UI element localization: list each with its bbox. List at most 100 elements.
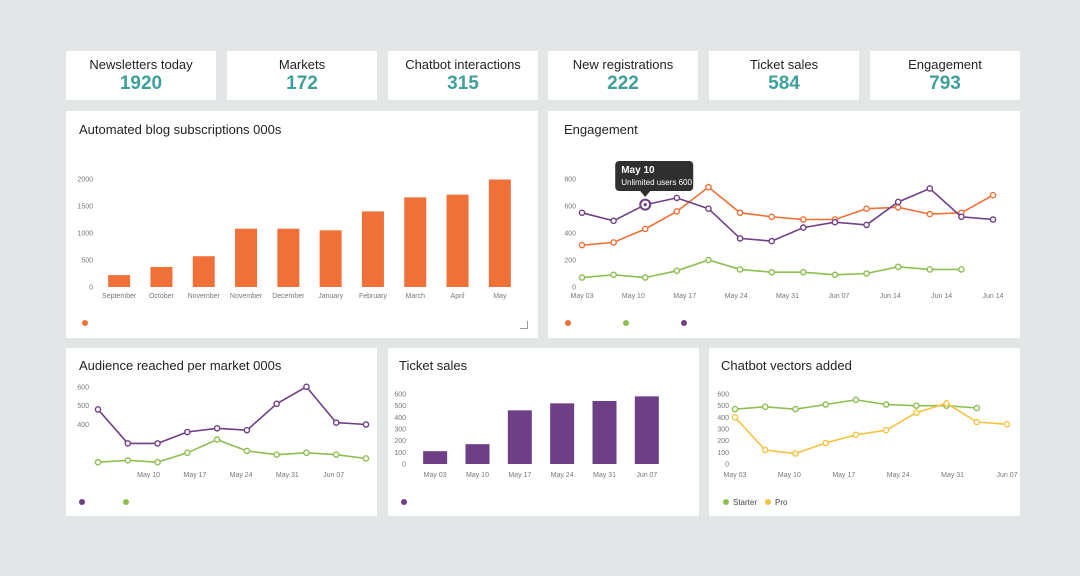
series-point (863, 221, 870, 229)
bar (550, 403, 575, 464)
series-point (303, 449, 310, 457)
y-tick-label: 600 (717, 392, 729, 399)
chart-title: Chatbot vectors added (721, 358, 852, 373)
x-tick-label: May 03 (571, 293, 594, 300)
series-point (831, 271, 839, 279)
kpi-label: Engagement (908, 57, 982, 72)
series-point (578, 274, 586, 281)
x-tick-label: May 10 (778, 472, 801, 479)
series-point (610, 239, 617, 246)
bar (446, 194, 469, 287)
kpi-label: Newsletters today (89, 57, 193, 72)
ticket-sales-chart: 0 100 200 300 400 500 600 May 03 May 10 May 17 May… (394, 392, 659, 505)
panel-chatbot-vectors: Chatbot vectors added 0 100 200 300 400 500 60… (709, 348, 1020, 516)
series-line (97, 385, 367, 445)
x-tick-label: April (451, 293, 465, 300)
x-tick-label: May (493, 293, 507, 300)
series-point (705, 256, 712, 264)
y-tick-label: 200 (564, 258, 576, 265)
y-tick-label: 500 (394, 403, 406, 410)
series-point (882, 426, 890, 434)
series-point (761, 446, 769, 454)
x-tick-label: Jun 07 (996, 472, 1017, 479)
legend-label: Starter (733, 498, 757, 507)
series-point (768, 213, 775, 221)
series-point (673, 194, 681, 202)
series-point (673, 267, 681, 275)
x-tick-label: Jun 07 (636, 472, 657, 479)
series-point (243, 426, 251, 434)
resize-icon[interactable] (520, 321, 528, 329)
series-point (768, 237, 775, 245)
series-point (852, 431, 860, 439)
y-tick-label: 300 (394, 427, 406, 434)
panel-blog-subscriptions: Automated blog subscriptions 000s 0 500 10… (66, 111, 538, 338)
bar (361, 211, 384, 287)
series-point (913, 409, 920, 416)
series-point (578, 209, 586, 217)
vectors-chart: 0 100 200 300 400 500 600 May 03 May 10 May 17 May… (717, 392, 1017, 508)
series-point (989, 191, 997, 199)
series-point (184, 428, 191, 436)
series-point (673, 208, 681, 215)
series-point (154, 458, 161, 466)
y-tick-label: 0 (402, 462, 406, 469)
series-point (882, 401, 890, 408)
series-point (761, 403, 769, 411)
series-point (926, 185, 934, 192)
series-point (641, 225, 649, 233)
kpi-value: 584 (768, 73, 800, 94)
tooltip-text: Unlimited users 600 (621, 178, 692, 187)
bar (465, 444, 490, 464)
bar (404, 197, 427, 287)
x-tick-label: March (406, 293, 426, 300)
legend-label: Pro (775, 498, 788, 507)
legend-swatch (765, 499, 771, 505)
series-point (852, 396, 860, 404)
series-point (792, 405, 799, 413)
bar (423, 451, 448, 464)
series-point (973, 418, 981, 426)
series-point (973, 404, 981, 412)
legend-swatch (723, 499, 729, 505)
y-tick-label: 400 (77, 422, 89, 429)
series-point (94, 406, 102, 413)
kpi-value: 315 (447, 73, 479, 94)
series-point (124, 440, 132, 447)
series-point (792, 450, 799, 457)
series-point (124, 457, 132, 464)
series-point (332, 451, 340, 458)
bar (150, 267, 173, 287)
series-point (926, 266, 934, 273)
panel-ticket-sales: Ticket sales 0 100 200 300 400 500 600 May 03 Ma… (388, 348, 699, 516)
kpi-label: Ticket sales (749, 57, 819, 72)
chart-title: Engagement (564, 122, 638, 137)
y-tick-label: 600 (77, 384, 89, 391)
x-tick-label: Jun 07 (323, 472, 344, 479)
x-tick-label: November (230, 293, 263, 300)
bar (592, 401, 617, 464)
audience-chart: 400 500 600 May 10 May 17 May 24 May 31 Jun 07 (77, 383, 370, 505)
y-tick-label: 1500 (77, 204, 93, 211)
x-tick-label: May 10 (466, 472, 489, 479)
series-point (894, 204, 902, 211)
x-tick-label: May 10 (137, 472, 160, 479)
series-point (926, 210, 934, 218)
series-line (581, 186, 994, 246)
bar (108, 275, 131, 287)
y-tick-label: 600 (564, 204, 576, 211)
bar (507, 410, 532, 464)
series-point (243, 447, 251, 455)
chart-title: Ticket sales (399, 358, 468, 373)
series-point (184, 449, 191, 457)
series-point (213, 436, 221, 443)
y-tick-label: 600 (394, 392, 406, 399)
x-tick-label: Jun 14 (931, 293, 952, 300)
y-tick-label: 500 (81, 258, 93, 265)
x-tick-label: Jun 14 (880, 293, 901, 300)
y-tick-label: 0 (725, 462, 729, 469)
legend-swatch (401, 499, 407, 505)
kpi-chatbot-interactions: Chatbot interactions 315 (388, 51, 538, 100)
y-tick-label: 400 (394, 415, 406, 422)
legend-swatch (623, 320, 629, 326)
